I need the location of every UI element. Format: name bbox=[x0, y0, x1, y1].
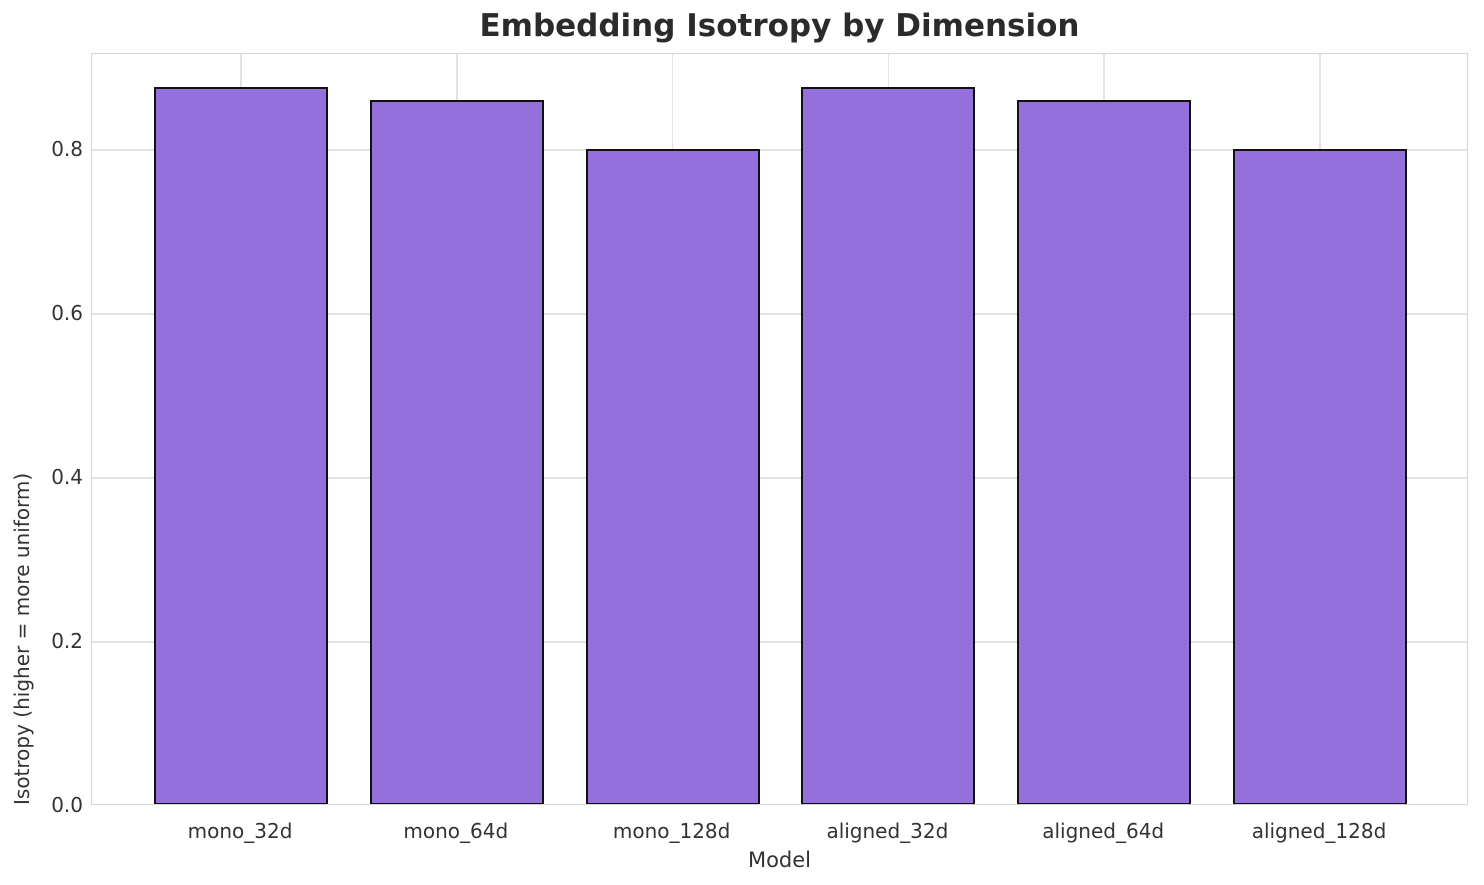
bars-layer bbox=[92, 54, 1467, 804]
chart-title: Embedding Isotropy by Dimension bbox=[479, 8, 1080, 44]
y-tick-label: 0.8 bbox=[51, 136, 83, 161]
x-tick-label: mono_128d bbox=[612, 819, 731, 843]
y-axis-label: Isotropy (higher = more uniform) bbox=[10, 472, 34, 805]
bar-mono_128d bbox=[585, 148, 760, 804]
x-tick-label: mono_32d bbox=[187, 819, 293, 843]
x-tick-label: aligned_32d bbox=[826, 819, 949, 843]
bar-aligned_32d bbox=[801, 87, 976, 804]
h-gridline bbox=[92, 313, 1467, 315]
x-axis-label: Model bbox=[747, 848, 812, 872]
h-gridline bbox=[92, 149, 1467, 151]
y-tick-label: 0.0 bbox=[51, 793, 83, 817]
y-tick-label: 0.6 bbox=[51, 300, 83, 325]
x-tick-label: mono_64d bbox=[403, 819, 509, 843]
h-gridline bbox=[92, 477, 1467, 479]
plot-area bbox=[91, 53, 1468, 805]
bar-aligned_128d bbox=[1233, 148, 1407, 804]
y-tick-label: 0.4 bbox=[51, 464, 83, 489]
h-gridline bbox=[92, 641, 1467, 643]
bar-mono_32d bbox=[154, 87, 328, 804]
bar-aligned_64d bbox=[1017, 99, 1192, 804]
y-tick-label: 0.2 bbox=[51, 628, 83, 653]
x-tick-label: aligned_64d bbox=[1042, 819, 1165, 843]
bar-mono_64d bbox=[369, 99, 544, 804]
x-tick-label: aligned_128d bbox=[1251, 819, 1387, 843]
